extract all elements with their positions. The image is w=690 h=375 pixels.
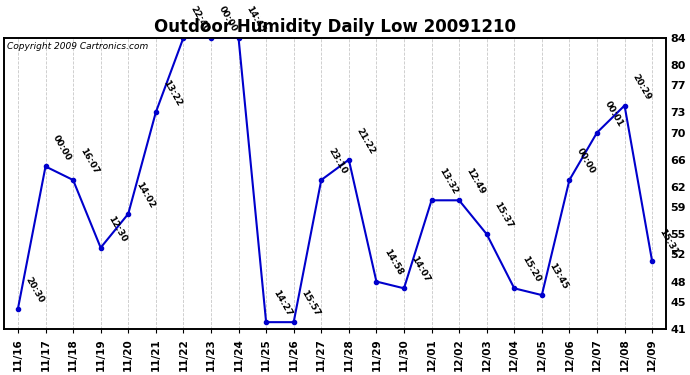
Text: 14:02: 14:02 [134, 180, 156, 210]
Text: 00:00: 00:00 [51, 134, 73, 162]
Text: 00:00: 00:00 [217, 5, 238, 34]
Text: 15:31: 15:31 [658, 228, 680, 257]
Text: 00:00: 00:00 [575, 147, 597, 176]
Text: 22:40: 22:40 [189, 4, 211, 34]
Text: 21:22: 21:22 [355, 126, 377, 156]
Text: 14:45: 14:45 [244, 4, 266, 34]
Text: 14:07: 14:07 [410, 255, 432, 284]
Text: Copyright 2009 Cartronics.com: Copyright 2009 Cartronics.com [8, 42, 149, 51]
Text: 20:30: 20:30 [23, 275, 46, 304]
Text: 23:10: 23:10 [327, 147, 349, 176]
Text: 13:22: 13:22 [161, 79, 184, 108]
Text: 13:32: 13:32 [437, 167, 460, 196]
Text: 15:20: 15:20 [520, 255, 542, 284]
Text: 14:58: 14:58 [382, 248, 404, 278]
Text: 13:45: 13:45 [547, 261, 569, 291]
Text: 15:37: 15:37 [492, 201, 515, 230]
Text: 15:57: 15:57 [299, 289, 322, 318]
Text: 16:07: 16:07 [79, 147, 101, 176]
Title: Outdoor Humidity Daily Low 20091210: Outdoor Humidity Daily Low 20091210 [154, 18, 516, 36]
Text: 12:30: 12:30 [106, 214, 128, 243]
Text: 20:29: 20:29 [630, 72, 652, 101]
Text: 14:27: 14:27 [272, 288, 294, 318]
Text: 00:01: 00:01 [602, 99, 624, 129]
Text: 12:49: 12:49 [464, 166, 487, 196]
